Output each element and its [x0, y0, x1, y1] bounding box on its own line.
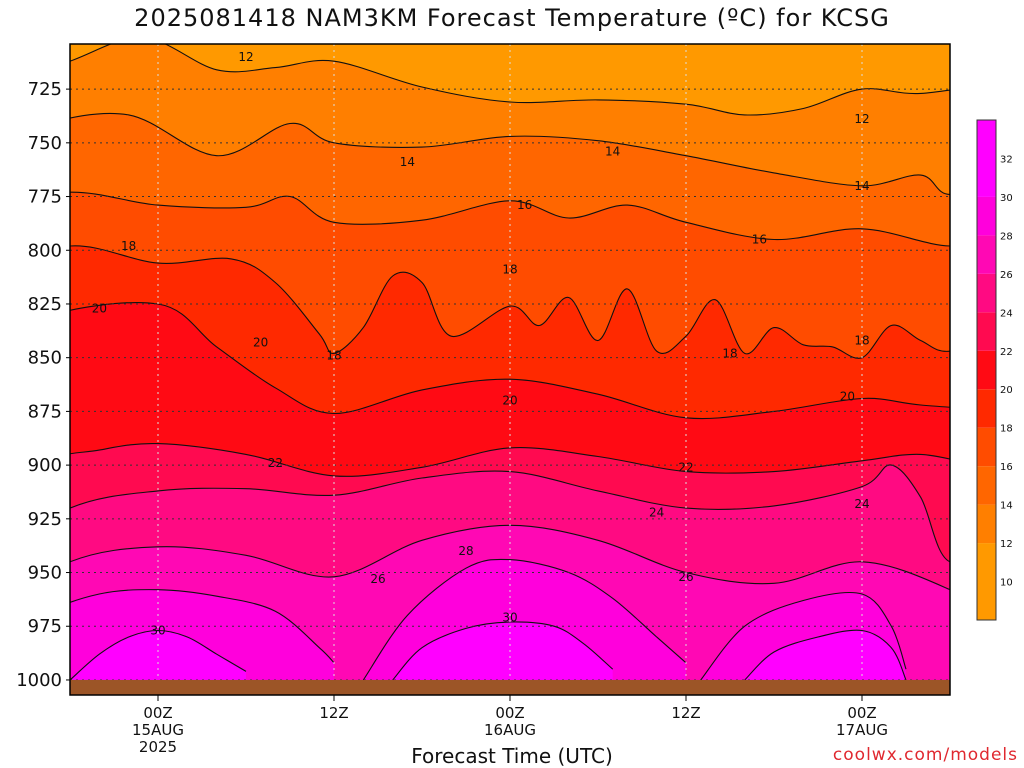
contour-label: 20 [253, 336, 268, 350]
contour-label: 20 [840, 389, 855, 403]
contour-label: 12 [238, 50, 253, 64]
y-tick-label: 800 [28, 240, 62, 261]
contour-label: 24 [649, 505, 664, 519]
isotherm-28-3 [70, 589, 335, 664]
colorbar-legend: 10 12 14 16 18 20 22 24 26 28 30 32 [976, 119, 1013, 621]
y-tick-label: 1000 [16, 670, 62, 691]
chart-title: 2025081418 NAM3KM Forecast Temperature (… [134, 4, 890, 32]
contour-label: 28 [458, 544, 473, 558]
contour-label: 20 [92, 301, 107, 315]
colorbar-tick-label: 28 [1000, 231, 1013, 242]
colorbar-tick-label: 22 [1000, 347, 1013, 358]
colorbar-swatch [977, 120, 996, 197]
x-tick-label: 12Z [671, 704, 700, 722]
contour-label: 14 [854, 179, 869, 193]
x-axis-title: Forecast Time (UTC) [411, 744, 613, 768]
isotherm-28-4 [362, 558, 687, 681]
colorbar-swatch [977, 235, 996, 274]
colorbar-swatch [977, 350, 996, 390]
contour-label: 30 [150, 624, 165, 638]
colorbar-tick-label: 12 [1000, 539, 1013, 550]
colorbar-swatch [977, 504, 996, 544]
colorbar-tick-label: 26 [1000, 270, 1013, 281]
y-tick-label: 850 [28, 348, 62, 369]
colorbar-tick-label: 16 [1000, 462, 1013, 473]
x-tick-label: 17AUG [836, 721, 888, 739]
isotherm-20-9 [70, 302, 950, 420]
colorbar-tick-label: 10 [1000, 578, 1013, 589]
colorbar-tick-label: 14 [1000, 501, 1013, 512]
isotherm-30-0 [70, 629, 247, 681]
y-axis: 725 750 775 800 825 850 875 900 925 950 975 1000 [16, 79, 70, 691]
contour-label: 18 [502, 263, 517, 277]
isotherm-14-12 [70, 112, 950, 195]
x-tick-label: 00Z [143, 704, 172, 722]
contour-label: 26 [678, 570, 693, 584]
contour-label: 14 [605, 144, 620, 158]
credit-link[interactable]: coolwx.com/models [832, 745, 1018, 765]
x-tick-label: 2025 [139, 738, 177, 756]
colorbar-swatch [977, 312, 996, 351]
colorbar-tick-label: 24 [1000, 308, 1013, 319]
band-above-30-2 [744, 630, 906, 695]
band-above-30-1 [392, 621, 613, 695]
colorbar-swatch [977, 389, 996, 428]
isotherm-16-11 [70, 191, 950, 247]
y-tick-label: 975 [28, 616, 62, 637]
contour-label: 18 [326, 349, 341, 363]
colorbar-tick-label: 18 [1000, 424, 1013, 435]
colorbar-swatch [977, 273, 996, 313]
ground-surface [70, 679, 950, 695]
x-tick-label: 00Z [495, 704, 524, 722]
y-tick-label: 750 [28, 133, 62, 154]
y-tick-label: 775 [28, 187, 62, 208]
contour-label: 18 [854, 333, 869, 347]
y-tick-label: 925 [28, 509, 62, 530]
contour-label: 26 [370, 572, 385, 586]
ground-fill [70, 679, 950, 695]
y-tick-label: 950 [28, 563, 62, 584]
colorbar-swatch [977, 427, 996, 467]
isotherm-30-2 [744, 629, 907, 681]
x-tick-label: 00Z [847, 704, 876, 722]
contour-label: 22 [678, 460, 693, 474]
colorbar-swatch [977, 466, 996, 505]
contour-label: 14 [400, 155, 415, 169]
isotherm-28-5 [700, 591, 907, 681]
x-tick-label: 15AUG [132, 721, 184, 739]
y-tick-label: 900 [28, 455, 62, 476]
x-tick-label: 16AUG [484, 721, 536, 739]
isotherm-18-10 [70, 245, 950, 359]
contour-label: 18 [121, 239, 136, 253]
colorbar-tick-label: 20 [1000, 385, 1013, 396]
contour-label: 22 [268, 456, 283, 470]
contour-label: 24 [854, 497, 869, 511]
isotherm-24-7 [70, 464, 950, 563]
y-tick-label: 825 [28, 294, 62, 315]
colorbar-frame [976, 119, 997, 621]
isotherm-12-13 [70, 44, 950, 116]
colorbar-tick-label: 32 [1000, 154, 1013, 165]
colorbar-swatch [977, 196, 996, 236]
y-tick-label: 725 [28, 79, 62, 100]
isotherm-lines [70, 44, 950, 681]
contour-label: 12 [854, 112, 869, 126]
contour-label: 18 [722, 346, 737, 360]
contour-label: 30 [502, 611, 517, 625]
contour-label: 20 [502, 394, 517, 408]
y-tick-label: 875 [28, 401, 62, 422]
x-tick-label: 12Z [319, 704, 348, 722]
contour-labels: 30 30 26 26 28 24 24 22 22 20 20 20 20 18 18 18 18 18 16 16… [92, 50, 870, 638]
colorbar-tick-label: 30 [1000, 193, 1013, 204]
colorbar-swatch [977, 543, 996, 620]
contour-label: 16 [517, 198, 532, 212]
contour-label: 16 [752, 233, 767, 247]
